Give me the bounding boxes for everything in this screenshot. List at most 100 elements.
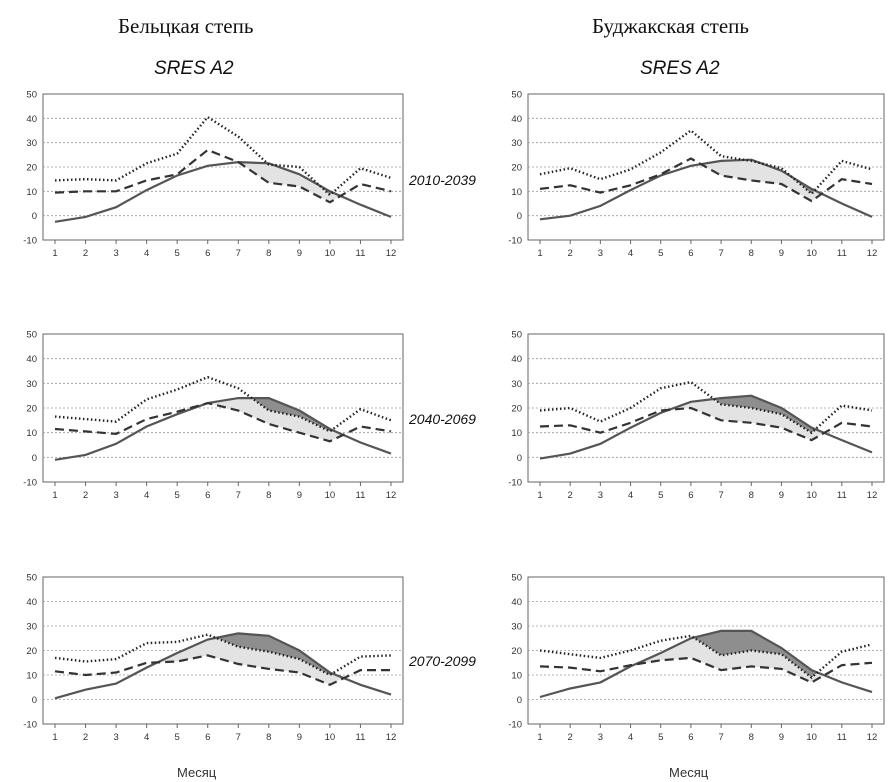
chart-6-xtick-7: 7	[718, 732, 723, 743]
chart-6-ytick-20: 20	[511, 646, 522, 657]
chart-4-xtick-8: 8	[749, 248, 754, 259]
chart-3-xtick-1: 1	[52, 732, 57, 743]
chart-2-ytick-50: 50	[26, 330, 37, 341]
chart-1-fill-light-0	[238, 162, 341, 203]
chart-5-ytick-10: 10	[511, 428, 522, 439]
period-label-3: 2070-2099	[409, 653, 476, 669]
chart-5-xtick-1: 1	[537, 490, 542, 501]
chart-5-xtick-7: 7	[718, 490, 723, 501]
chart-3-series-dotted	[54, 633, 392, 677]
chart-5-ytick-20: 20	[511, 404, 522, 415]
chart-3-xtick-5: 5	[175, 732, 180, 743]
chart-4-xtick-9: 9	[779, 248, 784, 259]
chart-3-ytick-40: 40	[26, 597, 37, 608]
chart-1-ytick-30: 30	[26, 138, 37, 149]
chart-4-xtick-3: 3	[598, 248, 603, 259]
column-title-left: Бельцкая степь	[118, 14, 254, 38]
chart-2-xtick-12: 12	[386, 490, 397, 501]
chart-4-xtick-11: 11	[837, 248, 847, 259]
chart-4-xtick-2: 2	[568, 248, 573, 259]
chart-1-xtick-8: 8	[266, 248, 271, 259]
chart-6-xtick-8: 8	[749, 732, 754, 743]
chart-2-ytick-40: 40	[26, 354, 37, 365]
chart-6-series-dashed	[539, 656, 873, 684]
chart-6-ytick-0: 0	[517, 695, 522, 706]
chart-4-xtick-5: 5	[658, 248, 663, 259]
chart-5-ytick-40: 40	[511, 354, 522, 365]
chart-1-ytick-10: 10	[26, 187, 37, 198]
chart-1-series-dotted	[54, 115, 392, 197]
chart-5-xtick-9: 9	[779, 490, 784, 501]
chart-6-xtick-1: 1	[537, 732, 542, 743]
column-title-right: Буджакская степь	[592, 14, 749, 38]
chart-4-xtick-7: 7	[718, 248, 723, 259]
chart-3-ytick-0: 0	[32, 695, 37, 706]
chart-3-xtick-4: 4	[144, 732, 149, 743]
chart-3-xtick-8: 8	[266, 732, 271, 743]
chart-3-fill-dark-0	[215, 633, 333, 675]
chart-5-series-solid	[539, 394, 873, 460]
chart-1-series-solid	[54, 160, 392, 223]
chart-6-xtick-4: 4	[628, 732, 633, 743]
chart-3-ytick--10: -10	[23, 720, 37, 731]
chart-5-xtick-4: 4	[628, 490, 633, 501]
chart-4-xtick-10: 10	[806, 248, 817, 259]
period-label-2: 2040-2069	[409, 411, 476, 427]
chart-3-ytick-20: 20	[26, 646, 37, 657]
chart-4-ytick-10: 10	[511, 187, 522, 198]
chart-1-xtick-12: 12	[386, 248, 397, 259]
chart-3-xtick-3: 3	[113, 732, 118, 743]
chart-5-ytick-50: 50	[511, 330, 522, 341]
chart-4-ytick-0: 0	[517, 211, 522, 222]
chart-2-fill-dark-0	[251, 398, 332, 432]
chart-6-xtick-12: 12	[867, 732, 878, 743]
chart-2-series-dashed	[54, 401, 392, 443]
chart-5-xtick-3: 3	[598, 490, 603, 501]
chart-1-xtick-7: 7	[236, 248, 241, 259]
chart-3-xtick-7: 7	[236, 732, 241, 743]
scenario-label-right: SRES A2	[640, 58, 720, 79]
chart-5-xtick-2: 2	[568, 490, 573, 501]
chart-4-xtick-12: 12	[867, 248, 878, 259]
chart-2-xtick-8: 8	[266, 490, 271, 501]
chart-1-xtick-9: 9	[297, 248, 302, 259]
chart-1-xtick-1: 1	[52, 248, 57, 259]
chart-5-xtick-6: 6	[688, 490, 693, 501]
chart-5-xtick-10: 10	[806, 490, 817, 501]
chart-1-xtick-2: 2	[83, 248, 88, 259]
chart-5-ytick-0: 0	[517, 453, 522, 464]
chart-5-fill-dark-0	[713, 395, 816, 433]
period-label-1: 2010-2039	[409, 172, 476, 188]
chart-4-xtick-4: 4	[628, 248, 633, 259]
chart-3-xtick-12: 12	[386, 732, 397, 743]
chart-6-series-dotted	[539, 634, 873, 680]
chart-2-xtick-6: 6	[205, 490, 210, 501]
chart-2-ytick-10: 10	[26, 428, 37, 439]
chart-4-ytick-20: 20	[511, 163, 522, 174]
chart-4-ytick-50: 50	[511, 90, 522, 101]
chart-3-ytick-30: 30	[26, 622, 37, 633]
chart-3-xtick-6: 6	[205, 732, 210, 743]
chart-1-xtick-5: 5	[175, 248, 180, 259]
chart-2-xtick-10: 10	[325, 490, 336, 501]
chart-2-series-solid	[54, 397, 392, 461]
chart-6-ytick-10: 10	[511, 671, 522, 682]
chart-3-series-solid	[54, 632, 392, 700]
chart-6-xtick-10: 10	[806, 732, 817, 743]
chart-2-series-dotted	[54, 375, 392, 433]
chart-6-ytick-40: 40	[511, 597, 522, 608]
chart-6-ytick-50: 50	[511, 573, 522, 584]
chart-3-ytick-50: 50	[26, 573, 37, 584]
chart-1-ytick-0: 0	[32, 211, 37, 222]
chart-1-ytick-20: 20	[26, 163, 37, 174]
chart-1-xtick-11: 11	[356, 248, 366, 259]
chart-5-series-dashed	[539, 406, 873, 442]
chart-2-xtick-11: 11	[356, 490, 366, 501]
chart-3-xtick-9: 9	[297, 732, 302, 743]
chart-5-xtick-5: 5	[658, 490, 663, 501]
chart-4-xtick-6: 6	[688, 248, 693, 259]
chart-5-xtick-8: 8	[749, 490, 754, 501]
chart-6-xtick-3: 3	[598, 732, 603, 743]
chart-2-fill-light-0	[207, 398, 344, 442]
chart-4-fill-light-0	[701, 159, 822, 202]
